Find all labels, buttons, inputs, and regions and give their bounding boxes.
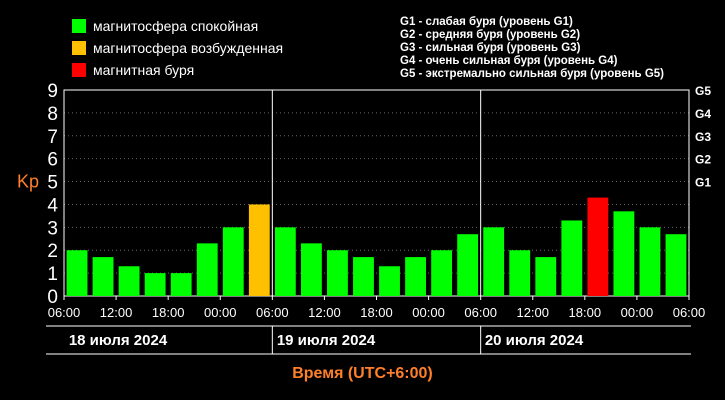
x-tick-label-1: 12:00: [100, 305, 133, 320]
bar-8: [274, 227, 296, 296]
bar-3: [144, 273, 166, 296]
legend-item-active: магнитосфера возбужденная: [72, 37, 283, 59]
storm-level-g5: G5 - экстремально сильная буря (уровень …: [400, 68, 664, 80]
y-tick-label-3: 3: [47, 218, 58, 239]
y-tick-label-6: 6: [47, 150, 58, 171]
legend-item-storm: магнитная буря: [72, 59, 283, 81]
bar-14: [431, 250, 453, 296]
bar-2: [118, 266, 140, 296]
day-label-1: 19 июля 2024: [277, 332, 376, 349]
day-label-0: 18 июля 2024: [69, 332, 168, 349]
x-tick-label-5: 12:00: [308, 305, 341, 320]
bar-6: [222, 227, 244, 296]
y-tick-label-2: 2: [47, 241, 58, 262]
right-tick-label-g4: G4: [695, 107, 711, 121]
storm-level-g4: G4 - очень сильная буря (уровень G4): [400, 55, 618, 67]
bar-9: [300, 243, 322, 296]
bar-13: [405, 257, 426, 296]
bar-7: [248, 204, 270, 296]
storm-level-list: G1 - слабая буря (уровень G1) G2 - средн…: [400, 16, 664, 81]
x-tick-label-12: 06:00: [673, 305, 706, 320]
x-tick-label-4: 06:00: [256, 305, 289, 320]
x-tick-label-6: 18:00: [360, 305, 393, 320]
x-tick-label-11: 00:00: [621, 305, 654, 320]
right-tick-label-g1: G1: [695, 176, 711, 190]
bar-16: [483, 227, 505, 296]
y-axis-label: Kp: [17, 172, 39, 192]
y-tick-label-0: 0: [47, 287, 58, 308]
bar-1: [92, 257, 114, 296]
legend: магнитосфера спокойная магнитосфера возб…: [72, 15, 283, 81]
legend-label-quiet: магнитосфера спокойная: [93, 18, 259, 34]
x-tick-label-7: 00:00: [412, 305, 445, 320]
legend-label-active: магнитосфера возбужденная: [93, 40, 284, 56]
legend-swatch-active: [72, 41, 86, 55]
bar-0: [66, 250, 88, 296]
bar-23: [665, 234, 687, 296]
storm-level-g3: G3 - сильная буря (уровень G3): [400, 42, 581, 54]
y-tick-label-1: 1: [47, 264, 58, 285]
y-tick-label-7: 7: [47, 127, 58, 148]
bar-12: [379, 266, 400, 296]
bar-22: [639, 227, 661, 296]
bar-15: [457, 234, 479, 296]
bar-4: [170, 273, 192, 296]
x-tick-label-2: 18:00: [152, 305, 185, 320]
right-tick-label-g5: G5: [695, 84, 711, 98]
x-tick-label-8: 06:00: [464, 305, 497, 320]
y-tick-label-8: 8: [47, 104, 58, 125]
bar-18: [535, 257, 557, 296]
y-tick-label-5: 5: [47, 173, 58, 194]
bar-5: [196, 243, 218, 296]
bar-21: [613, 211, 635, 296]
bar-17: [509, 250, 531, 296]
storm-level-g2: G2 - средняя буря (уровень G2): [400, 29, 581, 41]
x-axis-title: Время (UTC+6:00): [292, 365, 433, 382]
legend-swatch-quiet: [72, 19, 86, 33]
x-tick-label-0: 06:00: [48, 305, 81, 320]
legend-swatch-storm: [72, 63, 86, 77]
y-tick-label-9: 9: [47, 81, 58, 102]
bar-19: [561, 220, 583, 296]
legend-item-quiet: магнитосфера спокойная: [72, 15, 283, 37]
legend-label-storm: магнитная буря: [93, 62, 195, 78]
day-label-2: 20 июля 2024: [485, 332, 584, 349]
x-tick-label-9: 12:00: [516, 305, 549, 320]
bar-10: [327, 250, 348, 296]
storm-level-g1: G1 - слабая буря (уровень G1): [400, 16, 573, 28]
y-tick-label-4: 4: [47, 195, 58, 216]
right-tick-label-g2: G2: [695, 153, 711, 167]
bar-11: [353, 257, 374, 296]
x-tick-label-3: 00:00: [204, 305, 237, 320]
bar-20: [587, 197, 609, 296]
right-tick-label-g3: G3: [695, 130, 711, 144]
x-tick-label-10: 18:00: [569, 305, 602, 320]
